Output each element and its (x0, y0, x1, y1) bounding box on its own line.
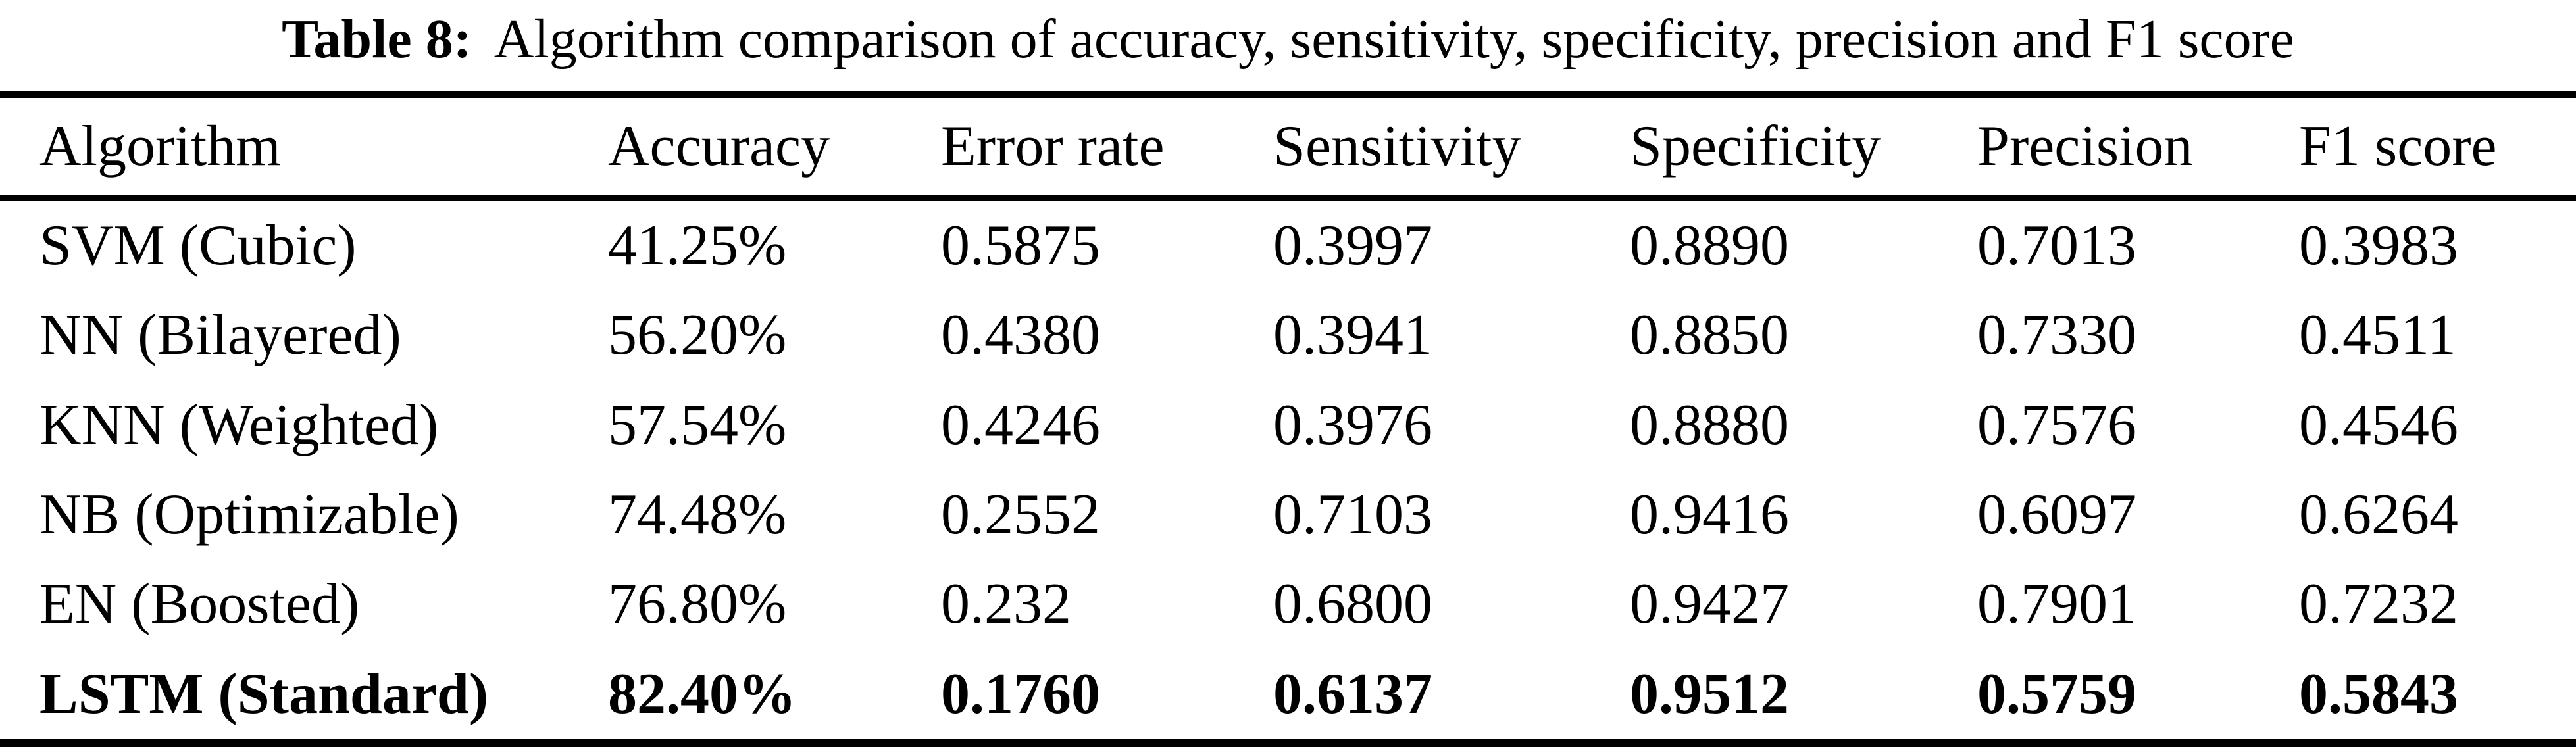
cell-algorithm: SVM (Cubic) (39, 214, 357, 278)
cell-sensitivity: 0.3997 (1273, 214, 1432, 278)
cell-specificity: 0.8890 (1630, 214, 1789, 278)
cell-algorithm: LSTM (Standard) (39, 662, 489, 726)
table-row: NN (Bilayered) 56.20% 0.4380 0.3941 0.88… (0, 291, 2576, 380)
cell-sensitivity: 0.6137 (1273, 662, 1432, 726)
table-top-rule (0, 91, 2576, 98)
table-row: NB (Optimizable) 74.48% 0.2552 0.7103 0.… (0, 470, 2576, 560)
table-bottom-rule (0, 739, 2576, 747)
cell-error-rate: 0.232 (941, 572, 1071, 637)
cell-specificity: 0.9512 (1630, 662, 1789, 726)
cell-algorithm: EN (Boosted) (39, 572, 360, 637)
cell-sensitivity: 0.7103 (1273, 483, 1432, 547)
table-row: SVM (Cubic) 41.25% 0.5875 0.3997 0.8890 … (0, 201, 2576, 291)
table-row: EN (Boosted) 76.80% 0.232 0.6800 0.9427 … (0, 560, 2576, 649)
table-mid-rule (0, 195, 2576, 201)
cell-accuracy: 41.25% (608, 214, 787, 278)
cell-specificity: 0.9416 (1630, 483, 1789, 547)
cell-accuracy: 56.20% (608, 303, 787, 368)
cell-accuracy: 74.48% (608, 483, 787, 547)
column-header-sensitivity: Sensitivity (1273, 114, 1521, 178)
cell-algorithm: NB (Optimizable) (39, 483, 459, 547)
column-header-algorithm: Algorithm (39, 114, 281, 178)
table-row-highlighted: LSTM (Standard) 82.40% 0.1760 0.6137 0.9… (0, 650, 2576, 739)
cell-f1-score: 0.3983 (2299, 214, 2458, 278)
cell-error-rate: 0.5875 (941, 214, 1100, 278)
table-header-row: Algorithm Accuracy Error rate Sensitivit… (0, 98, 2576, 195)
cell-accuracy: 82.40% (608, 662, 796, 726)
cell-sensitivity: 0.6800 (1273, 572, 1432, 637)
column-header-specificity: Specificity (1630, 114, 1881, 178)
cell-specificity: 0.8880 (1630, 393, 1789, 457)
cell-f1-score: 0.4546 (2299, 393, 2458, 457)
cell-error-rate: 0.4246 (941, 393, 1100, 457)
cell-specificity: 0.8850 (1630, 303, 1789, 368)
cell-f1-score: 0.4511 (2299, 303, 2456, 368)
column-header-error-rate: Error rate (941, 114, 1165, 178)
cell-precision: 0.5759 (1977, 662, 2136, 726)
table-row: KNN (Weighted) 57.54% 0.4246 0.3976 0.88… (0, 381, 2576, 470)
table-caption-text: Algorithm comparison of accuracy, sensit… (493, 8, 2294, 70)
cell-sensitivity: 0.3976 (1273, 393, 1432, 457)
cell-precision: 0.6097 (1977, 483, 2136, 547)
cell-specificity: 0.9427 (1630, 572, 1789, 637)
cell-f1-score: 0.7232 (2299, 572, 2458, 637)
table-body: SVM (Cubic) 41.25% 0.5875 0.3997 0.8890 … (0, 201, 2576, 739)
cell-error-rate: 0.1760 (941, 662, 1100, 726)
cell-algorithm: NN (Bilayered) (39, 303, 401, 368)
table-caption-label: Table 8: (282, 8, 472, 70)
cell-f1-score: 0.6264 (2299, 483, 2458, 547)
cell-sensitivity: 0.3941 (1273, 303, 1432, 368)
column-header-f1-score: F1 score (2299, 114, 2497, 178)
cell-accuracy: 57.54% (608, 393, 787, 457)
cell-precision: 0.7330 (1977, 303, 2136, 368)
cell-algorithm: KNN (Weighted) (39, 393, 439, 457)
column-header-accuracy: Accuracy (608, 114, 830, 178)
cell-precision: 0.7013 (1977, 214, 2136, 278)
column-header-precision: Precision (1977, 114, 2193, 178)
cell-error-rate: 0.2552 (941, 483, 1100, 547)
cell-precision: 0.7576 (1977, 393, 2136, 457)
cell-precision: 0.7901 (1977, 572, 2136, 637)
cell-accuracy: 76.80% (608, 572, 787, 637)
cell-f1-score: 0.5843 (2299, 662, 2458, 726)
cell-error-rate: 0.4380 (941, 303, 1100, 368)
table-caption: Table 8: Algorithm comparison of accurac… (0, 0, 2576, 78)
